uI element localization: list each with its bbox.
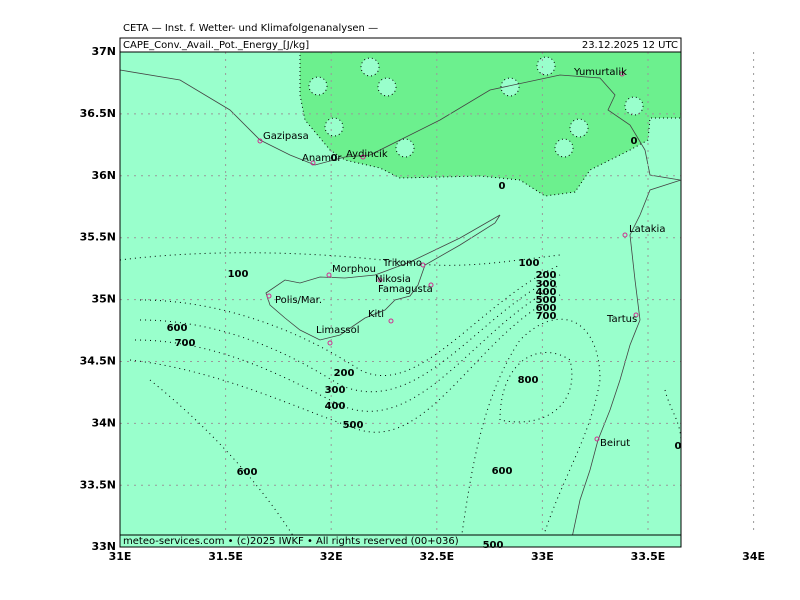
contour-label: 500 — [483, 540, 504, 551]
place-label: Polis/Mar. — [275, 295, 322, 306]
place-label: Gazipasa — [263, 131, 309, 142]
x-axis-label: 32E — [320, 550, 343, 563]
footer-bar — [119, 534, 682, 548]
footer: meteo-services.com • (c)2025 IWKF • All … — [123, 536, 459, 547]
x-axis-label: 31.5E — [208, 550, 243, 563]
place-label: Trikomo — [382, 258, 422, 269]
header: CETA — Inst. f. Wetter- und Klimafolgena… — [123, 23, 378, 34]
contour-label: 300 — [325, 385, 346, 396]
y-axis-label: 35N — [91, 293, 116, 306]
x-axis-label: 33E — [531, 550, 554, 563]
graticule — [120, 52, 755, 535]
y-axis-label: 36.5N — [80, 107, 116, 120]
contour-label: 0 — [675, 441, 682, 452]
contour-label: 600 — [237, 467, 258, 478]
contour-label: 200 — [536, 270, 557, 281]
contours — [119, 252, 682, 548]
contour-label: 0 — [499, 181, 506, 192]
place-label: Tartus — [606, 314, 637, 325]
y-axis-label: 36N — [91, 169, 116, 182]
cape-holes — [308, 56, 644, 158]
y-axis-label: 34N — [91, 416, 116, 429]
contour-label: 400 — [536, 287, 557, 298]
y-axis-label: 37N — [91, 45, 116, 58]
contour-label: 100 — [228, 269, 249, 280]
place-label: Aydincik — [346, 149, 388, 160]
contour-label: 0 — [631, 136, 638, 147]
place-label: Anamur — [302, 153, 342, 164]
contour-label: 300 — [536, 279, 557, 290]
y-axis-label: 34.5N — [80, 355, 116, 368]
x-axis-label: 31E — [109, 550, 132, 563]
y-axis-label: 33.5N — [80, 478, 116, 491]
place-label: Famagusta — [378, 284, 433, 295]
place-label: Yumurtalik — [573, 67, 627, 78]
x-axis-label: 34E — [742, 550, 765, 563]
contour-label: 600 — [167, 323, 188, 334]
contour-label: 600 — [536, 303, 557, 314]
contour-label: 500 — [536, 295, 557, 306]
contour-label: 600 — [492, 466, 513, 477]
contour-label: 400 — [325, 401, 346, 412]
place-label: Kiti — [368, 309, 384, 320]
place-label: Limassol — [316, 325, 360, 336]
contour-label: 700 — [175, 338, 196, 349]
place-label: Morphou — [332, 264, 376, 275]
contour-label: 700 — [536, 311, 557, 322]
contour-label: 100 — [519, 258, 540, 269]
x-axis-label: 33.5E — [631, 550, 666, 563]
contour-label: 0 — [331, 153, 338, 164]
place-label: Beirut — [600, 438, 630, 449]
date: 23.12.2025 12 UTC — [582, 40, 678, 51]
place-markers — [257, 71, 639, 442]
contour-label: 800 — [518, 375, 539, 386]
y-axis-label: 33N — [91, 540, 116, 553]
y-axis-label: 35.5N — [80, 231, 116, 244]
contour-label: 200 — [334, 368, 355, 379]
contour-label: 500 — [343, 420, 364, 431]
place-label: Latakia — [629, 224, 665, 235]
place-label: Nikosia — [375, 274, 411, 285]
title: CAPE_Conv._Avail._Pot._Energy_[J/kg] — [123, 40, 309, 51]
x-axis-label: 32.5E — [419, 550, 454, 563]
